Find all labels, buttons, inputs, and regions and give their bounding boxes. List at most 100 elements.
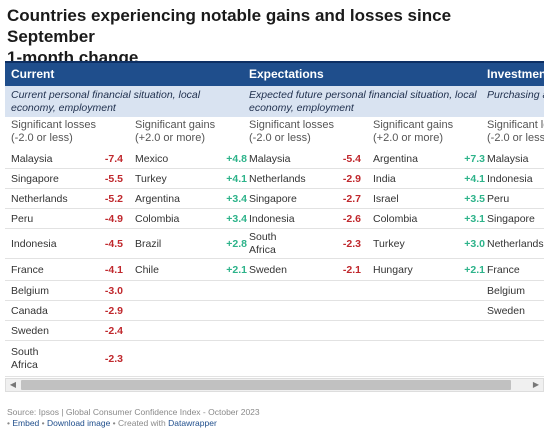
loss-value: -2.3 xyxy=(104,352,123,365)
section-header: Expectations xyxy=(243,61,481,86)
gain-value: +3.5 xyxy=(464,192,485,205)
loss-value: -5.4 xyxy=(342,152,361,165)
loss-value: -4.5 xyxy=(104,237,123,250)
row-separator xyxy=(5,188,544,189)
loss-country: France xyxy=(11,263,44,276)
loss-country: Netherlands xyxy=(11,192,68,205)
row-separator xyxy=(5,168,544,169)
loss-country: Indonesia xyxy=(487,172,533,185)
footer-links: • Embed • Download image • Created with … xyxy=(7,418,217,428)
gain-value: +7.3 xyxy=(464,152,485,165)
loss-value: -2.4 xyxy=(104,324,123,337)
loss-country: South Africa xyxy=(11,346,39,371)
losses-column-header: Significant losses (-2.0 or less) xyxy=(11,119,96,144)
row-separator xyxy=(5,280,544,281)
losses-column-header: Significant losses (-2.0 or less) xyxy=(487,119,544,144)
gain-country: Colombia xyxy=(135,212,180,225)
gain-value: +4.1 xyxy=(464,172,485,185)
loss-country: Malaysia xyxy=(11,152,53,165)
loss-value: -4.9 xyxy=(104,212,123,225)
scroll-thumb[interactable] xyxy=(21,380,511,390)
gain-value: +3.4 xyxy=(226,192,247,205)
gain-country: Chile xyxy=(135,263,159,276)
loss-country: Sweden xyxy=(249,263,287,276)
scroll-right-arrow-icon[interactable]: ▶ xyxy=(532,380,540,389)
loss-value: -2.9 xyxy=(342,172,361,185)
gain-value: +4.8 xyxy=(226,152,247,165)
loss-value: -5.5 xyxy=(104,172,123,185)
loss-country: Peru xyxy=(487,192,510,205)
row-separator xyxy=(5,300,544,301)
section-header: Investment xyxy=(481,61,544,86)
gain-country: Argentina xyxy=(373,152,418,165)
loss-value: -2.1 xyxy=(342,263,361,276)
loss-country: Malaysia xyxy=(249,152,291,165)
loss-country: France xyxy=(487,263,520,276)
gain-country: Brazil xyxy=(135,237,162,250)
gain-country: Mexico xyxy=(135,152,169,165)
gain-value: +4.1 xyxy=(226,172,247,185)
row-separator xyxy=(5,320,544,321)
gain-country: Colombia xyxy=(373,212,418,225)
loss-value: -2.7 xyxy=(342,192,361,205)
download-image-link[interactable]: Download image xyxy=(46,418,111,428)
loss-value: -7.4 xyxy=(104,152,123,165)
loss-country: Canada xyxy=(11,304,48,317)
created-with-text: Created with xyxy=(118,418,166,428)
embed-link[interactable]: Embed xyxy=(12,418,40,428)
loss-country: Peru xyxy=(11,212,34,225)
loss-value: -2.6 xyxy=(342,212,361,225)
loss-country: Netherlands xyxy=(249,172,306,185)
row-separator xyxy=(5,376,544,377)
gain-country: Hungary xyxy=(373,263,413,276)
loss-country: Malaysia xyxy=(487,152,529,165)
loss-country: South Africa xyxy=(249,231,277,256)
gain-value: +3.4 xyxy=(226,212,247,225)
gain-country: Israel xyxy=(373,192,399,205)
datawrapper-link[interactable]: Datawrapper xyxy=(168,418,217,428)
row-separator xyxy=(5,258,544,259)
section-subtitle: Current personal financial situation, lo… xyxy=(5,86,243,117)
gain-value: +2.1 xyxy=(226,263,247,276)
gain-value: +2.8 xyxy=(226,237,247,250)
gain-value: +3.1 xyxy=(464,212,485,225)
data-table: Current Current personal financial situat… xyxy=(5,61,544,377)
title-line-1: Countries experiencing notable gains and… xyxy=(7,6,452,46)
scroll-left-arrow-icon[interactable]: ◀ xyxy=(9,380,17,389)
source-note: Source: Ipsos | Global Consumer Confiden… xyxy=(7,407,260,417)
losses-column-header: Significant losses (-2.0 or less) xyxy=(249,119,334,144)
chart-title: Countries experiencing notable gains and… xyxy=(7,5,543,68)
gains-column-header: Significant gains (+2.0 or more) xyxy=(135,119,216,144)
loss-country: Netherlands xyxy=(487,237,544,250)
loss-country: Belgium xyxy=(11,284,49,297)
loss-country: Singapore xyxy=(11,172,59,185)
loss-country: Sweden xyxy=(487,304,525,317)
loss-country: Singapore xyxy=(249,192,297,205)
row-separator xyxy=(5,340,544,341)
horizontal-scrollbar[interactable]: ◀ ▶ xyxy=(5,378,544,392)
loss-country: Indonesia xyxy=(249,212,295,225)
loss-value: -2.3 xyxy=(342,237,361,250)
row-separator xyxy=(5,228,544,229)
table-viewport[interactable]: Current Current personal financial situat… xyxy=(0,61,544,377)
gain-country: India xyxy=(373,172,396,185)
gain-country: Argentina xyxy=(135,192,180,205)
gain-value: +3.0 xyxy=(464,237,485,250)
gain-country: Turkey xyxy=(373,237,405,250)
loss-country: Sweden xyxy=(11,324,49,337)
gain-value: +2.1 xyxy=(464,263,485,276)
loss-country: Singapore xyxy=(487,212,535,225)
loss-country: Indonesia xyxy=(11,237,57,250)
gain-country: Turkey xyxy=(135,172,167,185)
row-separator xyxy=(5,208,544,209)
loss-value: -2.9 xyxy=(104,304,123,317)
footer: Source: Ipsos | Global Consumer Confiden… xyxy=(7,407,260,429)
section-header: Current xyxy=(5,61,243,86)
section-subtitle: Purchasing a personal fina xyxy=(481,86,544,117)
loss-value: -3.0 xyxy=(104,284,123,297)
loss-value: -4.1 xyxy=(104,263,123,276)
section-subtitle: Expected future personal financial situa… xyxy=(243,86,481,117)
gains-column-header: Significant gains (+2.0 or more) xyxy=(373,119,454,144)
loss-country: Belgium xyxy=(487,284,525,297)
loss-value: -5.2 xyxy=(104,192,123,205)
